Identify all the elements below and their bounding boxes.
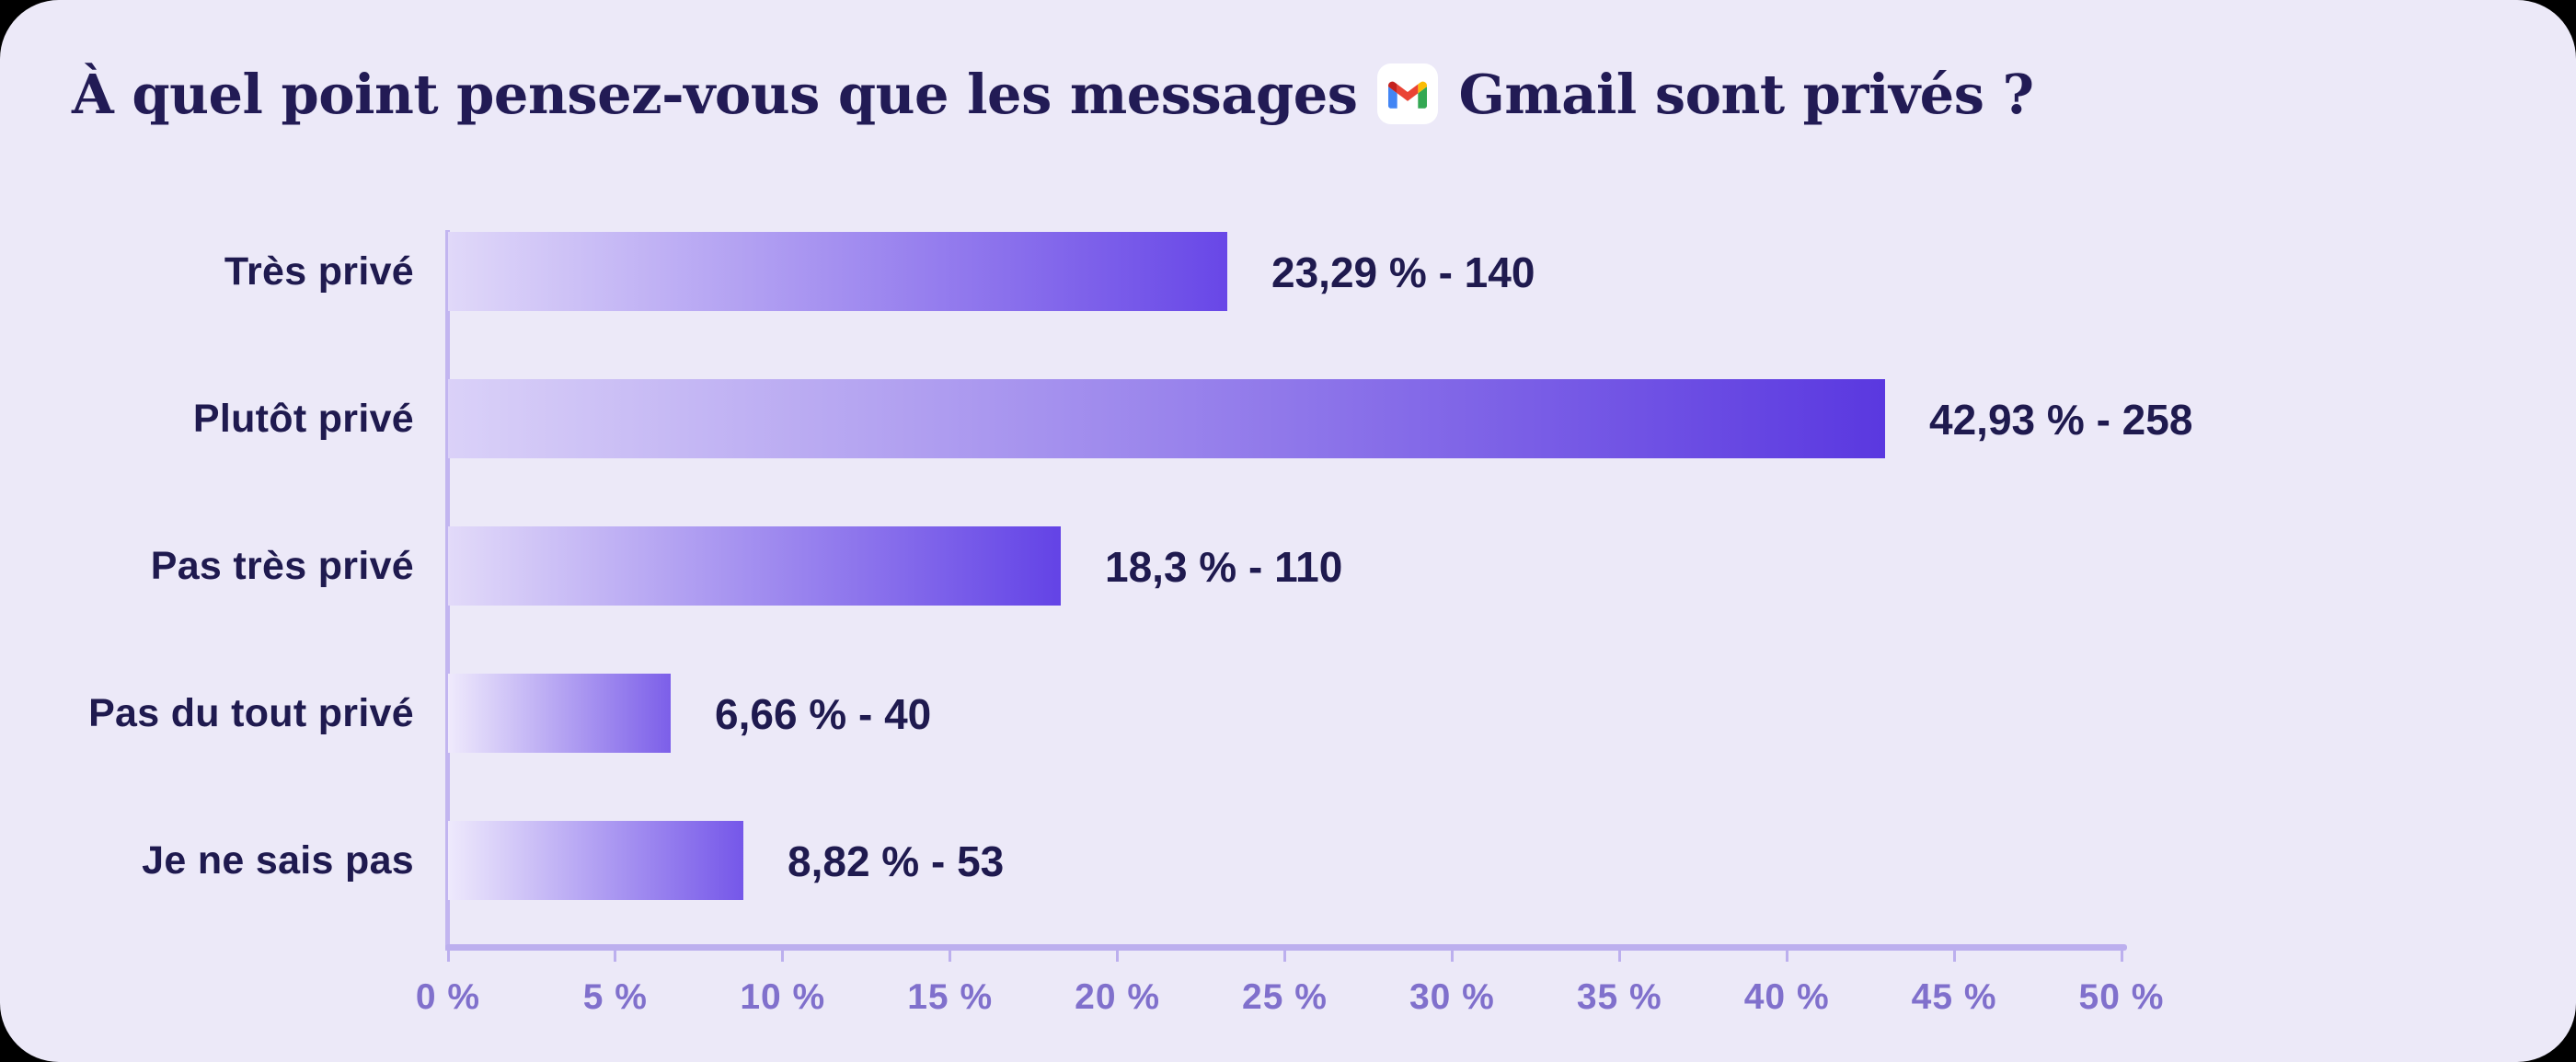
category-label: Très privé [224, 249, 414, 294]
bar[interactable] [448, 379, 1885, 458]
x-axis-tick-label: 50 % [2078, 977, 2165, 1017]
x-axis-tick-label: 5 % [582, 977, 648, 1017]
bar[interactable] [448, 821, 743, 900]
bar-row: Très privé 23,29 % - 140 [0, 232, 2576, 311]
x-axis-tick-label: 30 % [1409, 977, 1495, 1017]
value-label: 6,66 % - 40 [715, 690, 932, 738]
x-axis-tick-mark [1952, 949, 1956, 962]
x-axis-tick-label: 45 % [1911, 977, 1997, 1017]
x-axis-tick-label: 25 % [1242, 977, 1328, 1017]
y-axis-line [445, 230, 450, 951]
category-label: Je ne sais pas [142, 838, 414, 883]
x-axis-tick-mark [614, 949, 617, 962]
bar[interactable] [448, 232, 1227, 311]
bar-row: Pas du tout privé 6,66 % - 40 [0, 674, 2576, 753]
x-axis-tick-mark [781, 949, 785, 962]
value-label: 8,82 % - 53 [788, 837, 1005, 885]
x-axis-tick-mark [949, 949, 952, 962]
chart-title-part1: À quel point pensez-vous que les message… [72, 62, 1358, 126]
x-axis-tick-label: 20 % [1075, 977, 1161, 1017]
x-axis-tick-mark [1450, 949, 1454, 962]
x-axis-tick-mark [1785, 949, 1788, 962]
x-axis-tick-label: 15 % [907, 977, 994, 1017]
category-label: Pas du tout privé [88, 691, 414, 735]
bar-row: Je ne sais pas 8,82 % - 53 [0, 821, 2576, 900]
x-axis-tick-label: 35 % [1576, 977, 1662, 1017]
bar-row: Pas très privé 18,3 % - 110 [0, 526, 2576, 606]
category-label: Pas très privé [150, 544, 414, 588]
chart-title: À quel point pensez-vous que les message… [72, 52, 2034, 136]
gmail-icon [1377, 63, 1439, 124]
x-axis-tick-mark [1116, 949, 1120, 962]
value-label: 23,29 % - 140 [1271, 248, 1535, 296]
category-label: Plutôt privé [192, 397, 414, 441]
x-axis-tick-label: 40 % [1743, 977, 1830, 1017]
bar-row: Plutôt privé 42,93 % - 258 [0, 379, 2576, 458]
x-axis-tick-mark [446, 949, 450, 962]
x-axis-tick-mark [2120, 949, 2123, 962]
x-axis-line [445, 944, 2127, 951]
value-label: 42,93 % - 258 [1929, 396, 2193, 444]
x-axis-tick-label: 0 % [415, 977, 481, 1017]
chart-title-part2: Gmail sont privés ? [1458, 62, 2034, 126]
x-axis-tick-label: 10 % [740, 977, 826, 1017]
bar[interactable] [448, 674, 671, 753]
x-axis-tick-mark [1283, 949, 1286, 962]
x-axis-tick-mark [1617, 949, 1621, 962]
bar[interactable] [448, 526, 1061, 606]
value-label: 18,3 % - 110 [1105, 543, 1343, 591]
